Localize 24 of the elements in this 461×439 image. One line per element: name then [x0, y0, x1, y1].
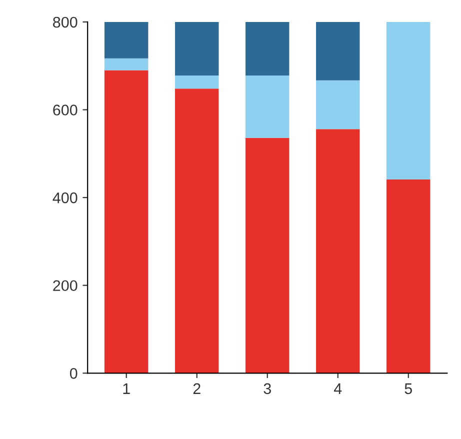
x-tick-label: 4 — [334, 383, 342, 394]
x-tick-label: 2 — [193, 383, 200, 394]
bar — [175, 88, 219, 374]
bar — [316, 22, 360, 80]
bar — [386, 22, 430, 180]
x-tick-label: 5 — [404, 383, 412, 394]
y-tick-label: 200 — [53, 280, 78, 292]
bar — [246, 138, 290, 374]
bar — [386, 180, 430, 374]
y-tick-label: 600 — [53, 104, 78, 116]
bar — [246, 22, 290, 76]
y-tick-label: 800 — [53, 16, 78, 28]
x-tick-label: 1 — [123, 383, 130, 394]
bar — [175, 76, 219, 89]
bar — [104, 22, 148, 58]
x-tick-label: 3 — [264, 383, 271, 394]
y-tick-label: 0 — [70, 368, 78, 379]
bar — [316, 129, 360, 374]
y-tick-label: 400 — [52, 192, 78, 204]
bar — [246, 76, 290, 138]
bar — [104, 70, 148, 374]
bar — [104, 58, 148, 70]
bar — [175, 22, 219, 76]
bar — [316, 80, 360, 130]
